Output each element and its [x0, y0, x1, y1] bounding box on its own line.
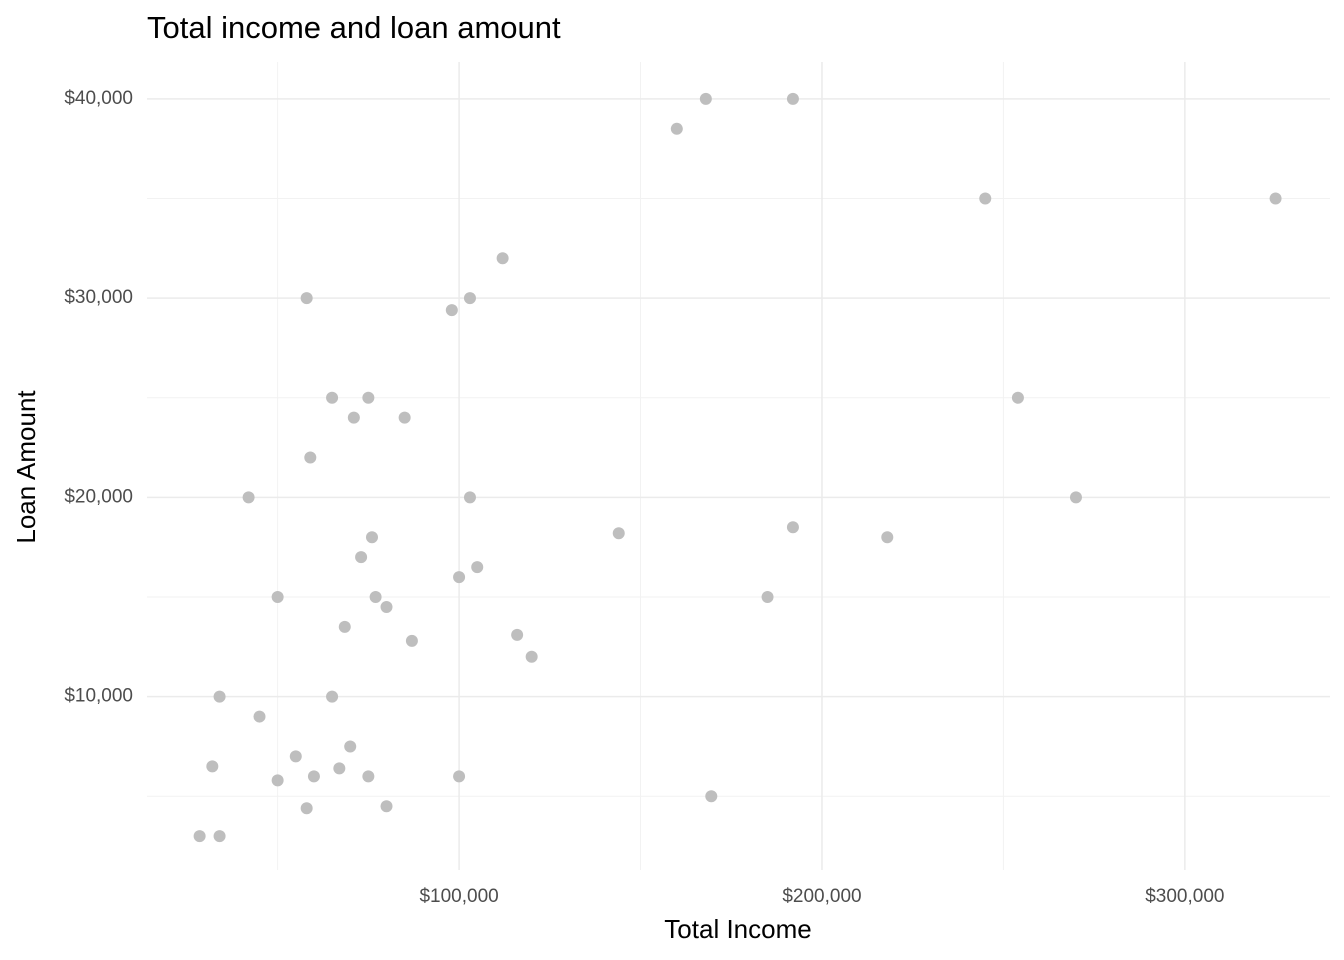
point — [398, 411, 411, 424]
point — [453, 571, 466, 584]
point — [326, 690, 339, 703]
point — [347, 411, 360, 424]
point — [304, 451, 317, 464]
y-tick-label: $20,000 — [64, 486, 133, 507]
point — [761, 591, 774, 604]
point — [1011, 391, 1024, 404]
point — [612, 527, 625, 540]
chart-title: Total income and loan amount — [147, 10, 561, 45]
y-tick-label: $10,000 — [64, 686, 133, 707]
point — [326, 391, 339, 404]
point — [463, 292, 476, 305]
point — [380, 800, 393, 813]
point — [307, 770, 320, 783]
y-axis-title: Loan Amount — [11, 390, 41, 544]
point — [699, 92, 712, 105]
x-tick-label: $100,000 — [419, 886, 498, 907]
point — [881, 531, 894, 544]
point — [670, 122, 683, 135]
point — [271, 774, 284, 787]
y-tick-label: $30,000 — [64, 287, 133, 308]
point — [242, 491, 255, 504]
point — [786, 92, 799, 105]
point — [253, 710, 266, 723]
point — [496, 252, 509, 265]
point — [525, 650, 538, 663]
point — [463, 491, 476, 504]
point — [369, 591, 382, 604]
point — [445, 304, 458, 317]
point — [1069, 491, 1082, 504]
point — [362, 391, 375, 404]
point — [289, 750, 302, 763]
point — [380, 600, 393, 613]
x-tick-label: $300,000 — [1145, 886, 1224, 907]
point — [271, 591, 284, 604]
point — [213, 690, 226, 703]
point — [344, 740, 357, 753]
point — [705, 790, 718, 803]
point — [365, 531, 378, 544]
point — [1269, 192, 1282, 205]
y-tick-label: $40,000 — [64, 88, 133, 109]
point — [786, 521, 799, 534]
point — [213, 830, 226, 843]
point — [193, 830, 206, 843]
point — [333, 762, 346, 775]
point — [511, 628, 524, 641]
point — [405, 634, 418, 647]
point — [362, 770, 375, 783]
point — [300, 802, 313, 815]
point — [300, 292, 313, 305]
x-tick-label: $200,000 — [782, 886, 861, 907]
point — [979, 192, 992, 205]
point — [471, 561, 484, 574]
x-axis-title: Total Income — [664, 914, 811, 944]
point — [453, 770, 466, 783]
point — [206, 760, 219, 773]
point — [355, 551, 368, 564]
point — [338, 620, 351, 633]
